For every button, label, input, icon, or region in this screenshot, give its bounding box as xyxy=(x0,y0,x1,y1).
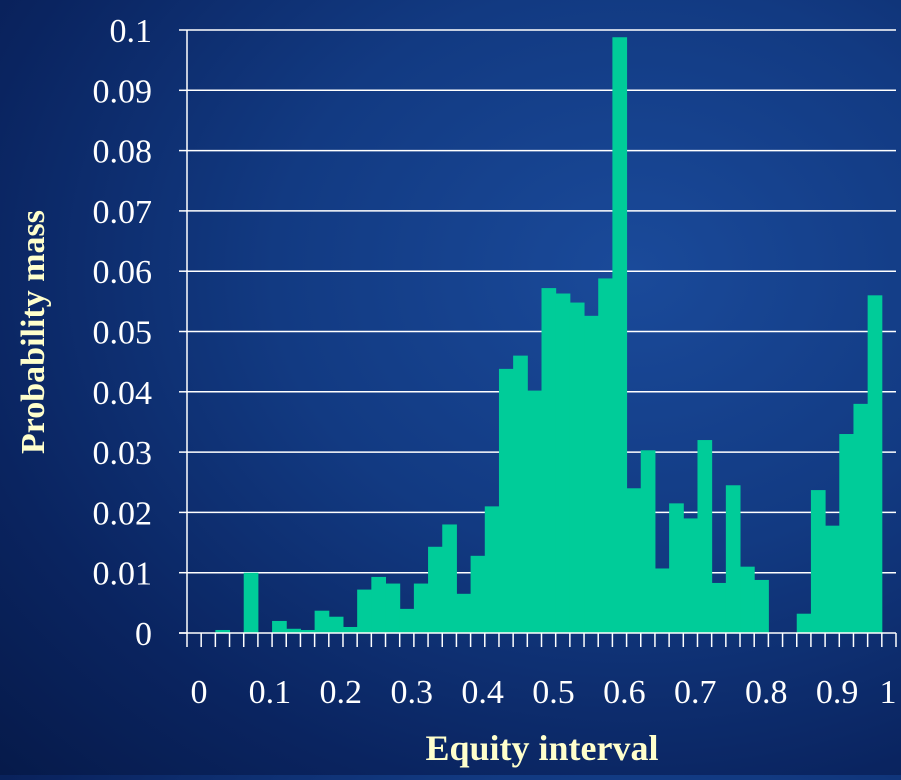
x-tick-label: 0.5 xyxy=(532,674,575,711)
axes xyxy=(179,29,897,647)
bar xyxy=(825,525,840,633)
x-tick-label: 0.3 xyxy=(390,674,433,711)
bar xyxy=(640,450,656,633)
x-tick-label: 0.8 xyxy=(745,674,788,711)
x-tick-label: 0.9 xyxy=(816,674,859,711)
bar xyxy=(470,555,486,633)
bar xyxy=(484,506,500,633)
x-tick-label: 0.2 xyxy=(320,674,363,711)
bar xyxy=(853,403,869,633)
y-tick-label: 0.01 xyxy=(93,556,153,593)
bar xyxy=(215,629,231,633)
x-tick-label: 0.6 xyxy=(603,674,646,711)
bar xyxy=(456,593,472,633)
bar xyxy=(740,566,755,633)
bar xyxy=(328,616,344,633)
x-tick-label: 0.1 xyxy=(249,674,292,711)
bar xyxy=(683,518,698,633)
bar xyxy=(314,610,330,633)
bars xyxy=(215,37,883,633)
y-tick-label: 0.09 xyxy=(93,73,153,110)
y-tick-label: 0.03 xyxy=(93,435,153,472)
y-tick-label: 0.07 xyxy=(93,194,153,231)
bar xyxy=(399,608,415,633)
bar xyxy=(243,572,259,633)
bar xyxy=(513,355,528,633)
bar xyxy=(654,568,670,633)
y-tick-labels: 0 0.01 0.02 0.03 0.04 0.05 0.06 0.07 0.08 0.09 0.1 xyxy=(93,13,153,653)
bar xyxy=(725,485,741,633)
y-tick-label: 0.06 xyxy=(93,254,153,291)
bar xyxy=(612,37,628,633)
bar xyxy=(371,576,387,633)
bar xyxy=(867,295,883,633)
bar xyxy=(711,582,727,633)
y-tick-label: 0.02 xyxy=(93,495,153,532)
bar xyxy=(442,524,457,633)
bar xyxy=(385,583,401,633)
bar xyxy=(697,440,713,633)
y-tick-label: 0 xyxy=(135,616,152,653)
bar xyxy=(810,490,826,633)
x-tick-label: 1 xyxy=(880,674,897,711)
x-tick-label: 0.7 xyxy=(674,674,717,711)
y-axis-label: Probability mass xyxy=(15,210,52,454)
bar xyxy=(569,302,585,633)
bar xyxy=(272,620,287,633)
bar xyxy=(286,628,301,633)
bar xyxy=(669,503,684,633)
bar xyxy=(839,434,854,633)
bar xyxy=(796,613,812,633)
bar xyxy=(498,368,514,633)
y-tick-label: 0.04 xyxy=(93,375,153,412)
bar xyxy=(555,293,571,633)
x-tick-label: 0.4 xyxy=(461,674,504,711)
y-tick-label: 0.08 xyxy=(93,134,153,171)
bar xyxy=(626,488,642,633)
bar xyxy=(527,390,542,633)
bar xyxy=(598,278,613,633)
bar xyxy=(300,629,316,633)
y-tick-label: 0.05 xyxy=(93,315,153,352)
y-tick-label: 0.1 xyxy=(110,13,153,50)
x-tick-label: 0 xyxy=(191,674,208,711)
bar xyxy=(754,579,769,633)
bar xyxy=(541,288,557,633)
bar xyxy=(584,315,599,633)
bar xyxy=(428,546,443,633)
bar xyxy=(357,589,372,633)
x-axis-label: Equity interval xyxy=(425,728,658,768)
bar xyxy=(413,583,429,633)
bar xyxy=(342,626,358,633)
x-tick-labels: 0 0.1 0.2 0.3 0.4 0.5 0.6 0.7 0.8 0.9 1 xyxy=(191,674,897,711)
